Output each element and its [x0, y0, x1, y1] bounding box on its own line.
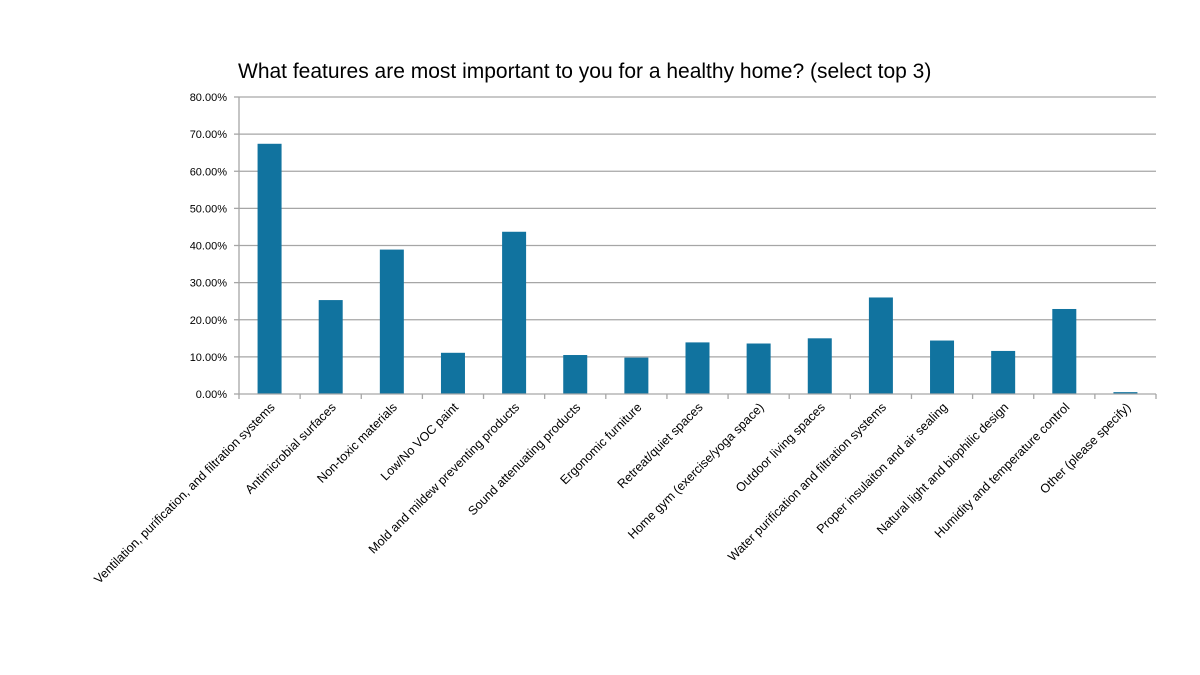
- chart-title: What features are most important to you …: [238, 60, 931, 83]
- y-tick-label: 80.00%: [190, 92, 228, 104]
- y-tick-label: 60.00%: [190, 166, 228, 178]
- gridlines: [239, 96, 1156, 358]
- x-tick-label: Humidity and temperature control: [932, 400, 1073, 541]
- y-tick-label: 20.00%: [190, 315, 228, 327]
- y-tick-label: 70.00%: [190, 129, 228, 141]
- x-tick-label: Home gym (exercise/yoga space): [625, 400, 767, 542]
- bars: [257, 143, 1138, 394]
- bar: [318, 300, 343, 394]
- bar: [1052, 308, 1077, 394]
- bar: [991, 350, 1016, 394]
- bar: [1113, 392, 1138, 394]
- y-tick-label: 10.00%: [190, 352, 228, 364]
- bar: [502, 231, 527, 394]
- y-tick-label: 0.00%: [196, 389, 227, 401]
- bar: [868, 297, 893, 394]
- y-tick-label: 50.00%: [190, 203, 228, 215]
- bar: [624, 357, 649, 394]
- y-tick-label: 30.00%: [190, 278, 228, 290]
- x-tick-label: Sound attenuating products: [465, 400, 583, 518]
- bar: [563, 355, 588, 394]
- bar: [930, 340, 955, 394]
- x-axis: [238, 97, 1157, 399]
- bar: [440, 352, 465, 394]
- bar: [685, 342, 710, 394]
- x-axis-labels: Ventilation, purification, and filtratio…: [91, 400, 1133, 587]
- bar: [746, 343, 771, 394]
- bar: [257, 143, 282, 394]
- x-tick-label: Proper insulaiton and air sealing: [814, 400, 950, 536]
- y-axis-ticks: 0.00% 10.00% 20.00% 30.00% 40.00% 50.00% 60.00…: [190, 92, 239, 401]
- x-tick-label: Natural light and biophilic design: [874, 400, 1011, 537]
- y-tick-label: 40.00%: [190, 241, 228, 253]
- bar: [807, 338, 832, 394]
- bar: [379, 249, 404, 394]
